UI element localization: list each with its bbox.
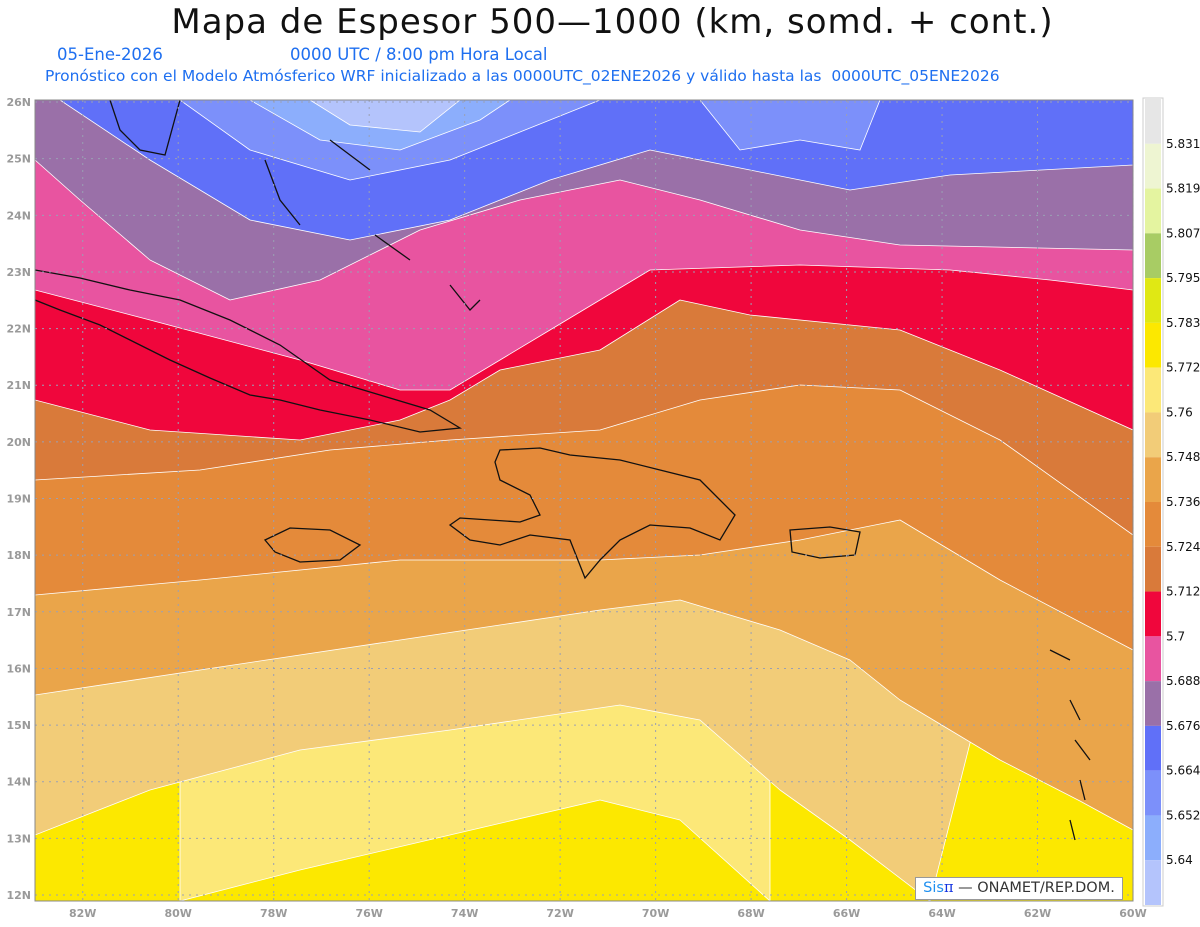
lon-tick-label: 64W — [928, 907, 955, 920]
colorbar-label: 5.748 — [1166, 450, 1200, 464]
colorbar-swatch — [1145, 412, 1161, 458]
lat-tick-label: 18N — [6, 549, 31, 562]
colorbar-swatch — [1145, 546, 1161, 592]
colorbar-swatch — [1145, 322, 1161, 368]
colorbar-label: 5.819 — [1166, 182, 1200, 196]
colorbar-label: 5.724 — [1166, 540, 1200, 554]
lon-tick-label: 60W — [1119, 907, 1146, 920]
lon-tick-label: 74W — [451, 907, 478, 920]
lat-tick-label: 25N — [6, 153, 31, 166]
lat-tick-label: 15N — [6, 719, 31, 732]
graticule — [35, 100, 1134, 901]
colorbar-swatch — [1145, 591, 1161, 637]
colorbar-swatch — [1145, 502, 1161, 547]
lon-tick-label: 68W — [737, 907, 764, 920]
colorbar-swatch — [1145, 143, 1161, 189]
colorbar-label: 5.652 — [1166, 808, 1200, 822]
lat-tick-label: 12N — [6, 889, 31, 902]
lesser-antilles-coastline — [1049, 649, 1091, 841]
model-description: Pronóstico con el Modelo Atmósferico WRF… — [45, 67, 1000, 85]
lon-tick-label: 80W — [164, 907, 191, 920]
lat-tick-label: 22N — [6, 323, 31, 336]
lat-tick-label: 14N — [6, 776, 31, 789]
colorbar-swatch — [1145, 188, 1161, 234]
colorbar-swatch — [1145, 636, 1161, 682]
colorbar-label: 5.736 — [1166, 495, 1200, 509]
lon-tick-label: 70W — [642, 907, 669, 920]
colorbar-label: 5.831 — [1166, 137, 1200, 151]
thickness-band — [309, 100, 461, 133]
colorbar-swatch — [1145, 278, 1161, 323]
colorbar: 5.831 5.819 5.807 5.795 5.783 5.772 5.76 5.748 5… — [1142, 97, 1200, 907]
colorbar-label: 5.664 — [1166, 764, 1200, 778]
lon-tick-label: 66W — [833, 907, 860, 920]
lat-tick-label: 16N — [6, 662, 31, 675]
colorbar-label: 5.7 — [1166, 629, 1185, 643]
lon-tick-label: 62W — [1024, 907, 1051, 920]
thickness-contour-bands — [35, 100, 1133, 901]
lat-tick-label: 26N — [6, 96, 31, 109]
colorbar-swatch — [1145, 457, 1161, 502]
colorbar-swatch — [1145, 770, 1161, 816]
valid-date: 05-Ene-2026 — [57, 45, 163, 64]
colorbar-swatch — [1145, 725, 1161, 771]
lat-tick-label: 17N — [6, 606, 31, 619]
colorbar-swatch — [1145, 367, 1161, 413]
colorbar-label: 5.688 — [1166, 674, 1200, 688]
bahamas-coastline — [264, 139, 481, 311]
colorbar-swatch — [1145, 233, 1161, 279]
lon-tick-label: 82W — [69, 907, 96, 920]
valid-time: 0000 UTC / 8:00 pm Hora Local — [290, 45, 548, 64]
lat-tick-label: 13N — [6, 832, 31, 845]
colorbar-label: 5.76 — [1166, 405, 1193, 419]
lat-tick-label: 24N — [6, 209, 31, 222]
colorbar-label: 5.64 — [1166, 853, 1193, 867]
colorbar-label: 5.676 — [1166, 719, 1200, 733]
colorbar-label: 5.807 — [1166, 226, 1200, 240]
lat-tick-label: 20N — [6, 436, 31, 449]
sispi-onamet-logo: Sisπ — ONAMET/REP.DOM. — [915, 877, 1123, 900]
map-frame — [34, 99, 1134, 902]
jamaica-coastline — [263, 527, 362, 563]
colorbar-swatch — [1145, 815, 1161, 861]
colorbar-label: 5.783 — [1166, 316, 1200, 330]
colorbar-label: 5.772 — [1166, 361, 1200, 375]
colorbar-swatch — [1145, 860, 1161, 905]
colorbar-swatch — [1145, 681, 1161, 726]
colorbar-label: 5.712 — [1166, 585, 1200, 599]
florida-coastline — [109, 100, 181, 156]
lat-tick-label: 23N — [6, 266, 31, 279]
map-title: Mapa de Espesor 500—1000 (km, somd. + co… — [171, 2, 1054, 42]
thickness-band — [699, 100, 881, 151]
colorbar-swatch — [1145, 99, 1161, 144]
colorbar-label: 5.795 — [1166, 271, 1200, 285]
lat-tick-label: 19N — [6, 493, 31, 506]
cuba-coastline — [35, 269, 463, 433]
lat-tick-label: 21N — [6, 379, 31, 392]
lon-tick-label: 72W — [546, 907, 573, 920]
lon-tick-label: 78W — [260, 907, 287, 920]
hispaniola-coastline — [448, 447, 736, 580]
lon-tick-label: 76W — [355, 907, 382, 920]
